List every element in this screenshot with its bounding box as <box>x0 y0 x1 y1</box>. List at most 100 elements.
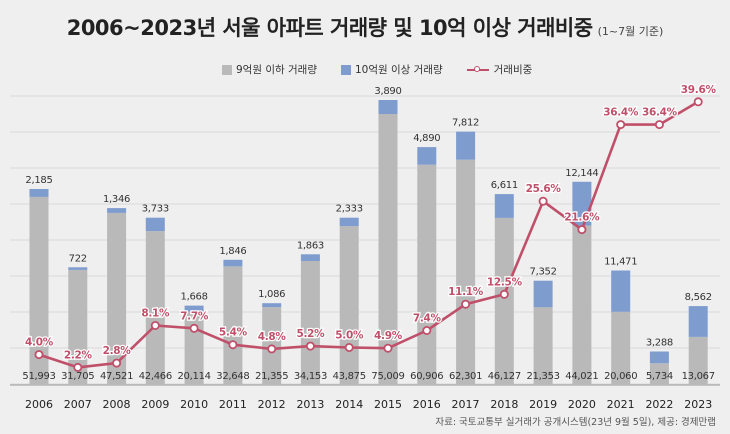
label-below-2022: 5,734 <box>646 371 673 382</box>
ratio-point-2015 <box>383 343 393 353</box>
label-above-2010: 1,668 <box>181 292 208 303</box>
legend-item-above: 10억원 이상 거래량 <box>340 62 443 77</box>
ratio-point-2010 <box>189 323 199 333</box>
bar-below-2015 <box>378 114 398 384</box>
bar-below-2011 <box>223 266 243 384</box>
bar-above-2006 <box>29 189 49 197</box>
label-above-2013: 1,863 <box>297 240 324 251</box>
bar-below-2006 <box>29 196 49 384</box>
ratio-label-2007: 2.2% <box>64 349 93 361</box>
ratio-point-2019 <box>538 196 548 206</box>
label-below-2012: 21,355 <box>255 371 288 382</box>
x-tick-2014: 2014 <box>335 398 363 411</box>
bar-above-2007 <box>68 267 88 270</box>
bar-below-2013 <box>300 261 320 384</box>
label-above-2009: 3,733 <box>142 204 169 215</box>
label-below-2021: 20,060 <box>604 371 637 382</box>
label-above-2022: 3,288 <box>646 338 673 349</box>
ratio-point-2017 <box>461 299 471 309</box>
legend-label-above: 10억원 이상 거래량 <box>354 64 443 76</box>
label-above-2007: 722 <box>69 253 87 264</box>
label-below-2009: 42,466 <box>139 371 172 382</box>
x-tick-2015: 2015 <box>374 398 402 411</box>
x-tick-2017: 2017 <box>452 398 480 411</box>
bar-below-2009 <box>145 231 165 384</box>
ratio-label-2015: 4.9% <box>374 330 403 342</box>
label-below-2007: 31,705 <box>61 371 94 382</box>
ratio-point-2007 <box>73 362 83 372</box>
ratio-point-2016 <box>422 325 432 335</box>
ratio-point-2018 <box>499 289 509 299</box>
bar-above-2019 <box>533 280 553 308</box>
bar-below-2018 <box>494 217 514 384</box>
bar-below-2008 <box>107 212 127 384</box>
ratio-point-2020 <box>577 225 587 235</box>
ratio-label-2020: 21.6% <box>564 212 600 224</box>
bar-above-2017 <box>456 131 476 160</box>
chart-title: 2006~2023년 서울 아파트 거래량 및 10억 이상 거래비중 <box>66 16 593 40</box>
bar-above-2021 <box>611 270 631 312</box>
label-above-2018: 6,611 <box>491 180 518 191</box>
ratio-label-2014: 5.0% <box>335 330 364 342</box>
ratio-label-2018: 12.5% <box>487 276 523 288</box>
bar-above-2015 <box>378 100 398 114</box>
legend-label-ratio: 거래비중 <box>493 64 533 76</box>
label-above-2021: 11,471 <box>604 257 637 268</box>
ratio-point-2006 <box>34 350 44 360</box>
bar-below-2020 <box>572 225 592 384</box>
x-tick-2007: 2007 <box>64 398 92 411</box>
ratio-label-2023: 39.6% <box>681 84 717 96</box>
x-tick-2022: 2022 <box>645 398 673 411</box>
ratio-label-2013: 5.2% <box>296 328 325 340</box>
bar-below-2017 <box>456 159 476 384</box>
label-below-2014: 43,875 <box>333 371 366 382</box>
chart-legend: 9억원 이하 거래량 10억원 이상 거래량 거래비중 <box>222 62 550 77</box>
ratio-point-2008 <box>112 358 122 368</box>
legend-swatch-below <box>222 64 232 75</box>
label-above-2012: 1,086 <box>258 289 285 300</box>
label-below-2013: 34,153 <box>294 371 327 382</box>
legend-item-ratio: 거래비중 <box>466 62 533 77</box>
bar-above-2022 <box>649 351 669 364</box>
ratio-label-2019: 25.6% <box>526 183 562 195</box>
ratio-line <box>38 100 699 369</box>
x-tick-2006: 2006 <box>25 398 53 411</box>
ratio-label-2012: 4.8% <box>258 331 287 343</box>
legend-label-below: 9억원 이하 거래량 <box>236 64 317 76</box>
label-below-2018: 46,127 <box>488 371 521 382</box>
x-tick-2023: 2023 <box>684 398 712 411</box>
ratio-label-2009: 8.1% <box>141 308 170 320</box>
x-tick-2011: 2011 <box>219 398 247 411</box>
ratio-label-2016: 7.4% <box>413 313 442 325</box>
x-tick-2021: 2021 <box>607 398 635 411</box>
bar-above-2012 <box>262 303 282 308</box>
bar-below-2023 <box>688 337 708 384</box>
x-tick-2009: 2009 <box>141 398 169 411</box>
label-below-2015: 75,009 <box>371 371 404 382</box>
bar-above-2009 <box>145 217 165 232</box>
label-above-2023: 8,562 <box>685 292 712 303</box>
x-tick-2008: 2008 <box>103 398 131 411</box>
label-below-2011: 32,648 <box>216 371 249 382</box>
label-above-2006: 2,185 <box>25 175 52 186</box>
label-below-2008: 47,521 <box>100 371 133 382</box>
ratio-label-2010: 7.7% <box>180 310 209 322</box>
bar-above-2011 <box>223 259 243 267</box>
x-tick-2013: 2013 <box>296 398 324 411</box>
label-above-2016: 4,890 <box>413 133 440 144</box>
x-tick-2020: 2020 <box>568 398 596 411</box>
ratio-point-2011 <box>228 340 238 350</box>
ratio-point-2012 <box>267 344 277 354</box>
label-below-2019: 21,353 <box>527 371 560 382</box>
ratio-label-2011: 5.4% <box>219 327 248 339</box>
label-above-2008: 1,346 <box>103 194 130 205</box>
chart-subtitle: (1~7월 기준) <box>597 25 664 38</box>
legend-item-below: 9억원 이하 거래량 <box>222 62 317 77</box>
label-below-2010: 20,114 <box>178 371 211 382</box>
label-above-2017: 7,812 <box>452 118 479 129</box>
ratio-point-2022 <box>654 120 664 130</box>
ratio-point-2023 <box>693 97 703 107</box>
label-above-2019: 7,352 <box>530 267 557 278</box>
label-above-2014: 2,333 <box>336 204 363 215</box>
